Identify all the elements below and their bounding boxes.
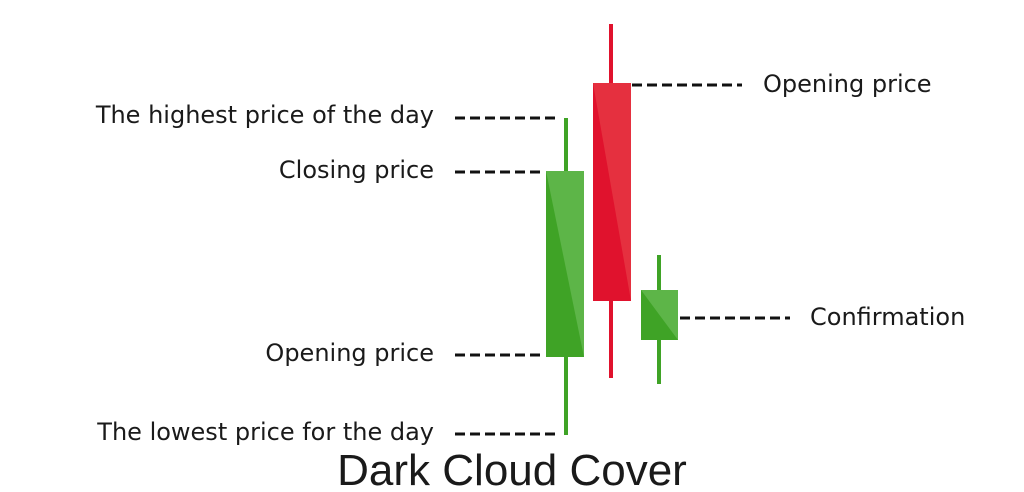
confirmation-candle-shine bbox=[641, 290, 678, 340]
label-lowest-price: The lowest price for the day bbox=[97, 418, 434, 446]
leader-lines bbox=[455, 83, 790, 436]
label-highest-price: The highest price of the day bbox=[95, 101, 434, 129]
label-opening-price-right: Opening price bbox=[763, 70, 932, 98]
bearish-candle-shine bbox=[593, 83, 631, 301]
diagram-title: Dark Cloud Cover bbox=[337, 446, 687, 492]
label-confirmation: Confirmation bbox=[810, 303, 966, 331]
confirmation-candle bbox=[641, 255, 678, 384]
label-closing-price: Closing price bbox=[278, 156, 434, 184]
bullish-candle-shine bbox=[546, 171, 584, 357]
bullish-candle bbox=[546, 118, 584, 435]
bearish-candle bbox=[593, 24, 631, 378]
label-opening-price-left: Opening price bbox=[265, 339, 434, 367]
